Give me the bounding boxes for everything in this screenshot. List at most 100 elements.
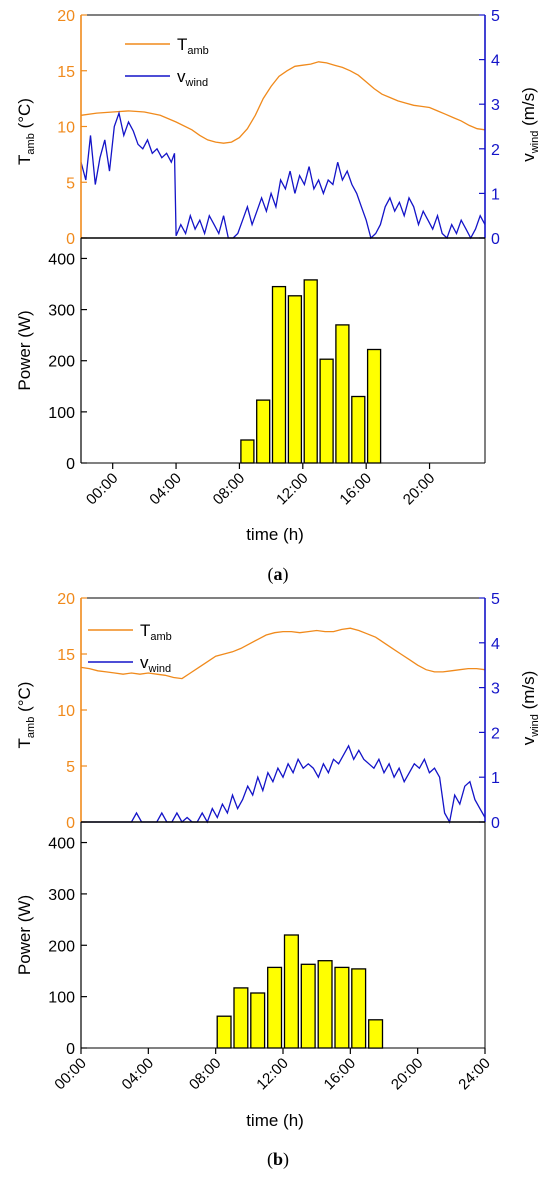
- power-bar: [366, 348, 382, 464]
- power-tick-label: 300: [48, 887, 75, 904]
- power-y-axis-title: Power (W): [15, 895, 34, 975]
- legend-label-wind-text: vwind: [140, 653, 171, 675]
- panel-label: (b): [267, 1149, 289, 1170]
- power-y-axis-title: Power (W): [15, 310, 34, 390]
- power-bar: [368, 1019, 384, 1049]
- right-tick-label: 2: [491, 725, 500, 742]
- left-tick-label: 5: [66, 759, 75, 776]
- right-tick-label: 5: [491, 8, 500, 25]
- right-axis-title-base: v: [519, 153, 538, 162]
- power-bar: [303, 279, 318, 464]
- panel-label-close: ): [283, 564, 289, 585]
- right-axis-title-sub: wind: [529, 714, 541, 738]
- legend-label-wind-base: v: [140, 653, 149, 672]
- left-tick-label: 20: [57, 8, 75, 25]
- panel-label-close: ): [283, 1149, 289, 1170]
- power-bar: [233, 987, 249, 1049]
- legend-label-wind-base: v: [177, 67, 186, 86]
- left-axis-title: Tamb (°C): [15, 682, 37, 749]
- power-bar: [317, 960, 333, 1049]
- right-axis-title-unit: (m/s): [519, 87, 538, 130]
- power-bar: [351, 395, 366, 464]
- power-bar: [300, 963, 316, 1049]
- right-tick-label: 0: [491, 815, 500, 832]
- power-bar: [287, 295, 303, 464]
- left-tick-label: 20: [57, 591, 75, 608]
- power-tick-label: 0: [66, 1041, 75, 1058]
- left-axis-title-base: T: [15, 155, 34, 165]
- legend-label-wind-text: vwind: [177, 67, 208, 89]
- panel-label-letter: a: [274, 564, 283, 584]
- right-tick-label: 3: [491, 97, 500, 114]
- left-tick-label: 10: [57, 120, 75, 137]
- power-tick-label: 100: [48, 405, 75, 422]
- power-tick-label: 400: [48, 836, 75, 853]
- right-axis-title-sub: wind: [529, 131, 541, 155]
- left-tick-label: 0: [66, 815, 75, 832]
- left-tick-label: 15: [57, 64, 75, 81]
- power-bar: [250, 992, 266, 1049]
- right-tick-label: 5: [491, 591, 500, 608]
- right-axis-title: vwind (m/s): [519, 87, 541, 162]
- temp-series-line: [80, 61, 486, 144]
- legend-label-temp: Tamb: [140, 621, 172, 643]
- right-axis-title-base: v: [519, 736, 538, 745]
- power-bar: [256, 399, 271, 464]
- legend-label-temp-text: Tamb: [177, 35, 209, 57]
- legend-label-temp-sub: amb: [150, 631, 171, 643]
- right-tick-label: 2: [491, 142, 500, 159]
- power-bar: [240, 439, 255, 464]
- power-bar: [351, 968, 367, 1049]
- left-tick-label: 10: [57, 703, 75, 720]
- power-bar: [319, 358, 334, 464]
- power-tick-label: 200: [48, 354, 75, 371]
- legend-label-temp-sub: amb: [187, 45, 208, 57]
- power-tick-label: 400: [48, 251, 75, 268]
- wind-series-line: [80, 110, 486, 240]
- power-tick-label: 300: [48, 303, 75, 320]
- right-tick-label: 1: [491, 186, 500, 203]
- power-bar: [283, 934, 299, 1049]
- left-axis-title-text: Tamb (°C): [15, 682, 37, 749]
- right-axis-title-text: vwind (m/s): [519, 87, 541, 162]
- time-x-axis-title: time (h): [246, 1111, 304, 1130]
- power-bar: [334, 966, 350, 1049]
- legend-label-temp: Tamb: [177, 35, 209, 57]
- legend-label-wind: vwind: [177, 67, 208, 89]
- power-tick-label: 0: [66, 456, 75, 473]
- power-bar: [267, 966, 283, 1049]
- left-axis-title-base: T: [15, 738, 34, 748]
- legend-label-wind-sub: wind: [185, 77, 209, 89]
- right-axis-title-text: vwind (m/s): [519, 671, 541, 746]
- legend-label-wind: vwind: [140, 653, 171, 675]
- legend-label-wind-sub: wind: [148, 663, 172, 675]
- left-axis-title-unit: (°C): [15, 98, 34, 133]
- panel-label: (a): [268, 564, 289, 585]
- legend-label-temp-text: Tamb: [140, 621, 172, 643]
- right-tick-label: 4: [491, 53, 500, 70]
- power-bar: [271, 285, 287, 464]
- power-tick-label: 100: [48, 990, 75, 1007]
- power-tick-label: 200: [48, 938, 75, 955]
- left-tick-label: 5: [66, 175, 75, 192]
- right-tick-label: 0: [491, 231, 500, 248]
- panel-label-open: (: [268, 564, 274, 585]
- left-axis-title: Tamb (°C): [15, 98, 37, 165]
- panel-label-letter: b: [273, 1149, 283, 1169]
- legend-label-temp-base: T: [140, 621, 150, 640]
- right-tick-label: 1: [491, 770, 500, 787]
- temp-series-line: [80, 627, 486, 680]
- panel-label-open: (: [267, 1149, 273, 1170]
- left-tick-label: 15: [57, 647, 75, 664]
- time-x-axis-title: time (h): [246, 525, 304, 544]
- left-axis-title-sub: amb: [25, 133, 37, 154]
- legend-label-temp-base: T: [177, 35, 187, 54]
- right-axis-title: vwind (m/s): [519, 671, 541, 746]
- power-bar: [335, 324, 350, 464]
- right-axis-title-unit: (m/s): [519, 671, 538, 714]
- left-axis-title-sub: amb: [25, 717, 37, 738]
